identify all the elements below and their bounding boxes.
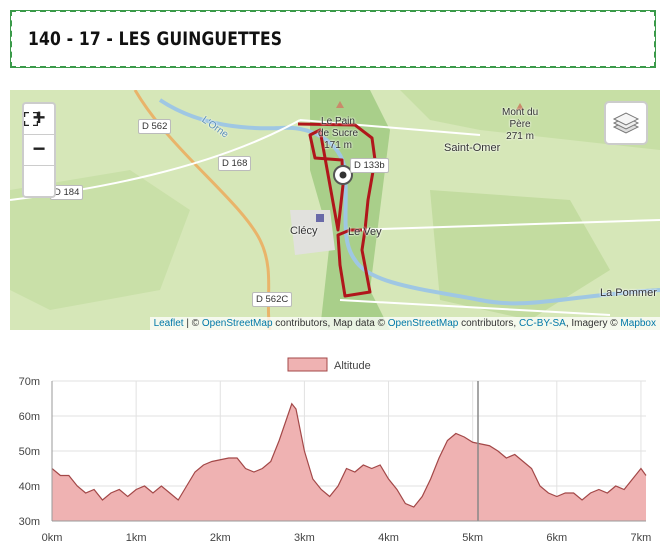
peak-line: de Sucre (318, 128, 359, 139)
peak-label: Le Pain de Sucre 171 m (318, 116, 358, 152)
text: , Imagery © (565, 318, 618, 329)
place-label: Le Vey (348, 226, 382, 238)
peak-label: Mont du Père 271 m (502, 107, 538, 143)
field (400, 90, 660, 150)
map[interactable]: D 562 D 168 D 184 D 133b D 562C Clécy Le… (10, 90, 660, 330)
forest (310, 90, 390, 330)
attribution: Leaflet | © OpenStreetMap contributors, … (149, 317, 660, 330)
header: 140 - 17 - LES GUINGUETTES (10, 10, 656, 68)
fullscreen-icon (24, 112, 38, 126)
y-tick-label: 70m (19, 376, 40, 388)
area (52, 403, 646, 521)
x-tick-label: 1km (126, 532, 147, 544)
link[interactable]: CC-BY-SA (518, 318, 566, 329)
text: contributors, (461, 318, 517, 329)
title: 140 - 17 - LES GUINGUETTES (28, 28, 283, 50)
link[interactable]: Leaflet (153, 318, 184, 329)
road-label: D 168 (218, 156, 252, 171)
zoom-out[interactable]: − (24, 135, 54, 166)
field (10, 170, 190, 310)
road-label: D 562 (138, 119, 172, 134)
x-tick-label: 7km (631, 532, 652, 544)
x-tick-label: 6km (546, 532, 567, 544)
text: | © (186, 318, 200, 329)
y-tick-label: 50m (19, 446, 40, 458)
x-tick-label: 2km (210, 532, 231, 544)
y-tick-label: 30m (19, 516, 40, 528)
road (10, 119, 660, 316)
link[interactable]: OpenStreetMap (201, 318, 273, 329)
place-label: Clécy (290, 225, 318, 237)
x-tick-label: 5km (462, 532, 483, 544)
map-tiles (10, 90, 660, 330)
legend-label[interactable]: Altitude (334, 360, 371, 372)
elevation-chart: 30m 40m 50m 60m 70m 0km 1km 2km 3km 4km 5km 6km 7km A… (19, 357, 652, 544)
text: contributors, Map data © (275, 318, 385, 329)
road-label: D 562C (252, 292, 293, 307)
peak-line: 271 m (506, 131, 534, 142)
link[interactable]: Mapbox (620, 318, 656, 329)
zoom-control: + − (22, 102, 56, 198)
y-tick-label: 60m (19, 411, 40, 423)
peak-line: 171 m (324, 140, 352, 151)
legend-swatch[interactable] (287, 357, 328, 372)
church-icon (316, 214, 324, 222)
layers-icon (612, 112, 640, 134)
peak-line: Le Pain (321, 116, 355, 127)
x-tick-label: 4km (378, 532, 399, 544)
fullscreen[interactable] (24, 112, 54, 196)
place-label: La Pommer (600, 287, 657, 299)
x-tick-label: 3km (294, 532, 315, 544)
peak-line: Père (509, 119, 531, 130)
peak-line: Mont du (502, 107, 539, 118)
layers-button[interactable] (604, 101, 648, 145)
x-tick-label: 0km (42, 532, 63, 544)
link[interactable]: OpenStreetMap (387, 318, 459, 329)
area-line (51, 402, 647, 508)
river (158, 98, 660, 306)
y-tick-label: 40m (19, 481, 40, 493)
position-dot (339, 171, 347, 179)
place-label: Saint-Omer (444, 142, 501, 154)
road-label: D 133b (350, 158, 389, 173)
